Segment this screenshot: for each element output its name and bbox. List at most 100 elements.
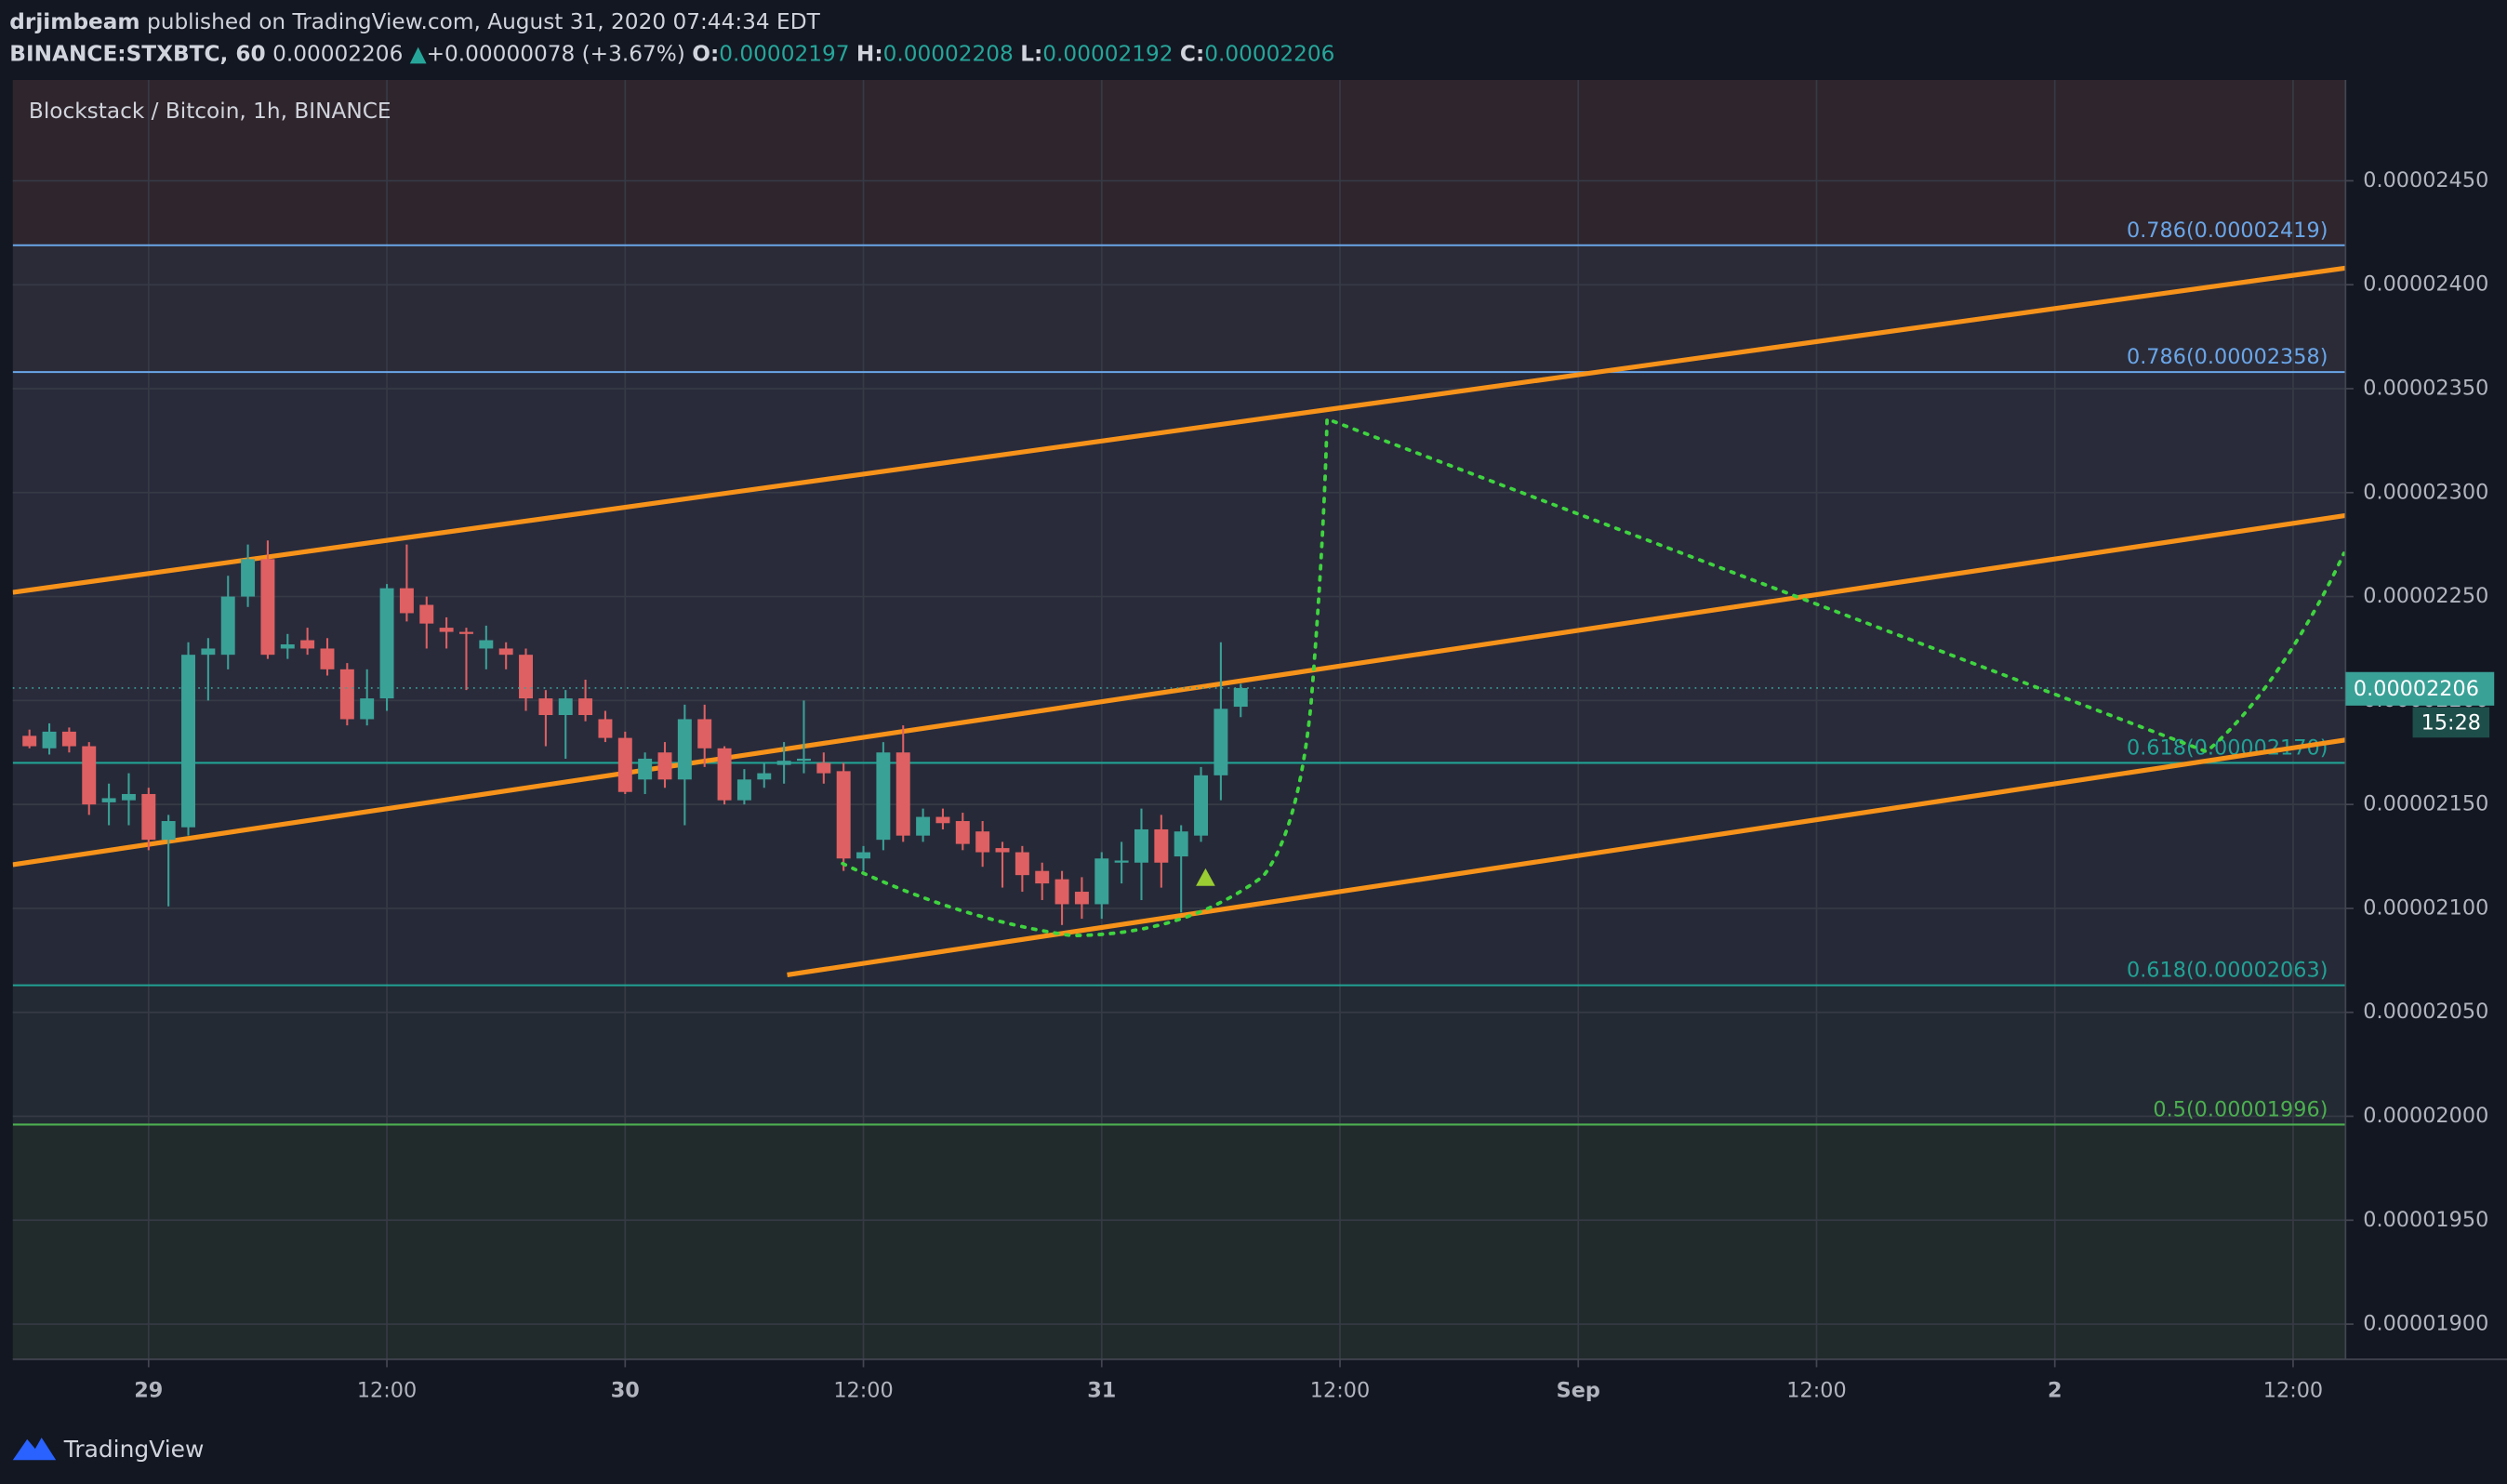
trendlines [12, 265, 2346, 978]
candle-body [82, 746, 97, 805]
last-price-text: 0.00002206 [2354, 677, 2479, 701]
candle-body [736, 779, 751, 801]
y-tick-label: 0.00002250 [2363, 584, 2488, 608]
candle-body [975, 831, 990, 853]
fib-label: 0.5(0.00001996) [2153, 1097, 2328, 1121]
y-tick-label: 0.00002400 [2363, 272, 2488, 297]
logo-icon [12, 1438, 57, 1461]
candle-body [458, 631, 473, 634]
x-tick-label: 12:00 [1310, 1379, 1370, 1403]
grid [12, 79, 2346, 1359]
y-tick-label: 0.00002350 [2363, 376, 2488, 400]
candle-body [339, 669, 354, 720]
candle-body [1134, 828, 1148, 863]
candle-body [241, 559, 256, 597]
zone [12, 985, 2346, 1125]
candle-body [1094, 858, 1109, 905]
candle-body [836, 771, 851, 859]
zone [12, 1124, 2346, 1359]
zone [12, 79, 2346, 245]
candle-body [638, 758, 653, 780]
publish-line: drjimbeam published on TradingView.com, … [9, 9, 820, 34]
countdown: 15:28 [2421, 710, 2481, 735]
candle-body [757, 773, 772, 780]
candle-body [519, 655, 533, 699]
x-tick-label: 12:00 [1786, 1379, 1846, 1403]
candle-body [935, 816, 950, 824]
fib-label: 0.618(0.00002063) [2127, 959, 2328, 983]
projection-path [841, 416, 2346, 937]
published: published on TradingView.com, August 31,… [147, 9, 821, 34]
candle-body [1214, 709, 1228, 775]
candle-body [677, 719, 692, 780]
candle-body [796, 758, 811, 762]
candle-body [578, 698, 593, 716]
candle-body [61, 731, 76, 747]
candle-body [558, 698, 573, 716]
arrow: ▲ [410, 41, 427, 66]
x-tick-label: 30 [611, 1379, 640, 1403]
candle-body [1194, 775, 1209, 836]
candle-body [42, 731, 57, 749]
candle-body [995, 848, 1010, 853]
zones [12, 79, 2346, 1359]
candle-body [399, 588, 414, 614]
candle-body [498, 648, 513, 656]
y-tick-label: 0.00001950 [2363, 1208, 2488, 1232]
candle-body [1154, 828, 1169, 863]
candle-body [895, 752, 910, 836]
l-label: L: [1020, 41, 1042, 66]
trendline [787, 737, 2346, 978]
candle-body [617, 737, 632, 792]
y-tick-label: 0.00002150 [2363, 792, 2488, 816]
last-price-tag [2345, 671, 2495, 706]
candle-body [181, 655, 195, 828]
close-value: 0.00002206 [1204, 41, 1334, 66]
candle-body [1114, 860, 1129, 863]
candle-body [876, 752, 891, 841]
candles [12, 540, 2346, 925]
y-tick-label: 0.00002100 [2363, 895, 2488, 920]
candle-body [300, 640, 315, 649]
candle-body [201, 648, 216, 656]
candle-body [816, 762, 831, 774]
y-tick-label: 0.00002450 [2363, 168, 2488, 192]
candle-body [1015, 852, 1029, 876]
candle-body [101, 798, 116, 802]
fib-levels: 0.786(0.00002419) 0.786(0.00002358) 0.618(… [12, 219, 2346, 1126]
symbol: BINANCE:STXBTC, 60 [9, 41, 265, 66]
x-tick-label: 12:00 [833, 1379, 893, 1403]
candle-body [419, 604, 434, 624]
author: drjimbeam [9, 9, 139, 34]
low-value: 0.00002192 [1042, 41, 1173, 66]
countdown-box [2412, 707, 2490, 738]
candle-body [439, 628, 454, 632]
high-value: 0.00002208 [883, 41, 1014, 66]
h-label: H: [856, 41, 883, 66]
trendline [12, 512, 2346, 868]
trendline [12, 265, 2346, 595]
zone [12, 245, 2346, 371]
x-tick-label: 31 [1087, 1379, 1116, 1403]
candle-body [1035, 870, 1050, 884]
candle-body [955, 821, 970, 844]
footer-logo: TradingView [12, 1436, 204, 1463]
x-tick-label: 2 [2048, 1379, 2063, 1403]
candle-body [916, 816, 931, 836]
fib-label: 0.786(0.00002419) [2127, 219, 2328, 243]
candle-body [1055, 879, 1069, 905]
y-tick-label: 0.00002000 [2363, 1104, 2488, 1128]
x-tick-label: Sep [1557, 1379, 1600, 1403]
last-price: 0.00002206 [272, 41, 403, 66]
candle-body [320, 648, 335, 669]
candle-body [379, 588, 394, 699]
candle-body [1174, 831, 1188, 857]
y-tick-label: 0.00002050 [2363, 1000, 2488, 1024]
candle-body [717, 748, 732, 801]
candle-body [856, 852, 871, 859]
candle-body [280, 643, 295, 649]
x-tick-label: 29 [134, 1379, 163, 1403]
x-tick-label: 12:00 [2263, 1379, 2323, 1403]
candle-body [141, 793, 156, 841]
c-label: C: [1180, 41, 1204, 66]
